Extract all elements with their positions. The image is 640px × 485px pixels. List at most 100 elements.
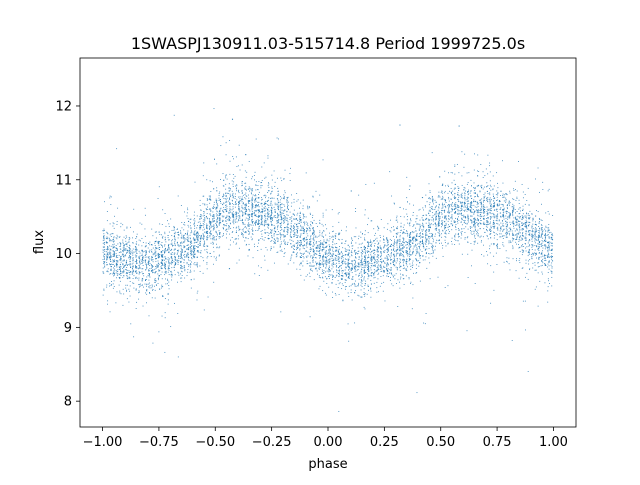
scatter-point <box>226 228 228 230</box>
scatter-point <box>277 195 279 196</box>
scatter-point <box>165 272 167 274</box>
scatter-point <box>171 229 173 231</box>
scatter-point <box>403 224 405 226</box>
scatter-point <box>270 201 272 203</box>
scatter-point <box>490 213 492 215</box>
scatter-point <box>506 205 508 207</box>
scatter-point <box>225 183 227 185</box>
scatter-point <box>144 235 146 237</box>
scatter-point <box>457 205 459 207</box>
scatter-point <box>540 224 542 226</box>
scatter-point <box>267 200 269 202</box>
scatter-point <box>180 243 182 245</box>
scatter-point <box>403 278 405 280</box>
scatter-point <box>550 249 552 251</box>
scatter-point <box>441 185 443 186</box>
scatter-point <box>519 210 521 212</box>
scatter-point <box>328 269 330 271</box>
scatter-point <box>168 288 170 290</box>
scatter-point <box>187 207 188 209</box>
scatter-point <box>547 256 549 258</box>
scatter-point <box>328 276 330 277</box>
scatter-point <box>204 249 206 251</box>
scatter-point <box>547 278 549 280</box>
scatter-point <box>370 257 372 259</box>
scatter-point <box>473 213 475 215</box>
scatter-point <box>199 205 201 206</box>
scatter-point <box>241 190 243 192</box>
scatter-point <box>429 278 431 280</box>
scatter-point <box>494 216 496 218</box>
scatter-point <box>355 257 357 259</box>
scatter-point <box>525 221 527 223</box>
scatter-point <box>170 274 172 276</box>
scatter-point <box>502 182 504 184</box>
scatter-point <box>154 289 156 291</box>
scatter-point <box>206 257 208 259</box>
scatter-point <box>370 274 372 276</box>
scatter-point <box>244 231 246 233</box>
scatter-point <box>144 259 146 261</box>
scatter-point <box>272 220 273 221</box>
scatter-point <box>500 227 502 229</box>
scatter-point <box>367 266 369 268</box>
scatter-point <box>218 194 220 196</box>
scatter-point <box>158 275 160 277</box>
scatter-point <box>502 229 504 231</box>
scatter-point <box>376 281 378 283</box>
scatter-point <box>268 227 269 229</box>
scatter-point <box>219 191 221 193</box>
scatter-point <box>471 249 473 251</box>
scatter-point <box>212 263 214 265</box>
scatter-point <box>352 265 354 267</box>
scatter-point <box>373 269 375 270</box>
scatter-point <box>141 285 143 287</box>
scatter-point <box>325 242 327 244</box>
scatter-point <box>154 297 156 299</box>
scatter-point <box>365 254 367 256</box>
scatter-point <box>184 254 186 255</box>
scatter-point <box>479 191 481 193</box>
scatter-point <box>199 228 201 230</box>
scatter-point <box>219 222 220 224</box>
scatter-point <box>136 301 138 303</box>
scatter-point <box>186 256 188 258</box>
scatter-point <box>192 252 194 254</box>
scatter-point <box>242 236 244 238</box>
scatter-point <box>315 267 317 269</box>
scatter-point <box>502 204 504 206</box>
scatter-point <box>448 186 449 187</box>
scatter-point <box>138 239 140 241</box>
scatter-point <box>262 224 264 226</box>
scatter-point <box>482 204 484 206</box>
scatter-point <box>402 248 404 250</box>
scatter-point <box>199 225 201 227</box>
scatter-point <box>415 227 417 229</box>
scatter-point <box>203 309 205 311</box>
scatter-point <box>421 250 423 252</box>
scatter-point <box>180 245 182 247</box>
scatter-point <box>454 203 456 205</box>
scatter-point <box>223 234 224 236</box>
scatter-point <box>271 217 273 218</box>
scatter-point <box>514 218 516 220</box>
scatter-point <box>264 237 266 238</box>
scatter-point <box>340 277 342 279</box>
scatter-point <box>233 241 234 243</box>
scatter-point <box>312 260 314 262</box>
scatter-point <box>127 278 128 280</box>
scatter-point <box>516 215 518 217</box>
scatter-point <box>116 234 118 236</box>
scatter-point <box>292 240 294 242</box>
scatter-point <box>345 266 347 268</box>
scatter-point <box>328 251 330 253</box>
scatter-point <box>493 226 495 227</box>
scatter-point <box>125 249 127 251</box>
scatter-point <box>455 240 457 241</box>
scatter-point <box>236 226 238 228</box>
scatter-point <box>310 268 312 270</box>
scatter-point <box>386 255 388 257</box>
scatter-point <box>248 197 250 199</box>
scatter-point <box>483 205 485 207</box>
scatter-point <box>406 264 408 266</box>
